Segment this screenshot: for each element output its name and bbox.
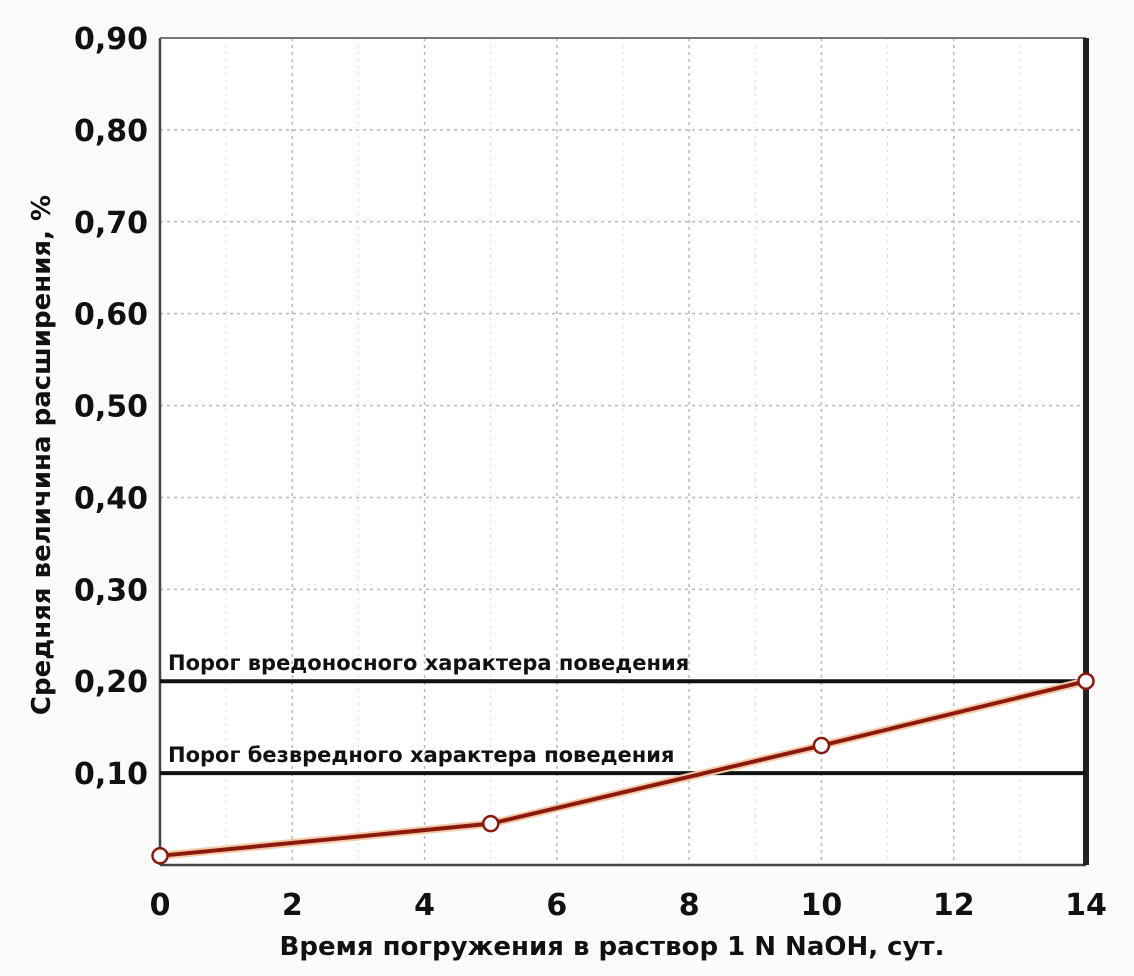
data-point <box>151 847 169 865</box>
data-point <box>1077 672 1095 690</box>
x-tick-label: 8 <box>679 888 700 923</box>
x-axis-ticks: 0 2 4 6 8 10 12 14 <box>150 888 1107 923</box>
y-tick-label: 0,60 <box>74 298 148 333</box>
series-line <box>158 679 1088 858</box>
plot-frame <box>158 37 1089 867</box>
grid <box>160 38 1086 865</box>
x-tick-label: 14 <box>1065 888 1107 923</box>
data-point <box>481 814 500 833</box>
x-tick-label: 10 <box>801 888 843 923</box>
y-tick-label: 0,10 <box>74 757 148 792</box>
x-tick-label: 0 <box>150 888 171 923</box>
data-series <box>151 672 1095 865</box>
y-tick-label: 0,20 <box>74 665 148 700</box>
y-tick-label: 0,40 <box>74 481 148 516</box>
data-point <box>812 736 831 755</box>
x-tick-label: 4 <box>414 888 435 923</box>
y-axis-ticks: 0,10 0,20 0,30 0,40 0,50 0,60 0,70 0,80 0,90 <box>74 22 148 792</box>
x-tick-label: 2 <box>282 888 303 923</box>
y-tick-label: 0,30 <box>74 573 148 608</box>
x-tick-label: 6 <box>546 888 567 923</box>
threshold-label: Порог вредоносного характера поведения <box>168 651 689 675</box>
x-tick-label: 12 <box>933 888 975 923</box>
x-axis-title: Время погружения в раствор 1 N NaOH, сут… <box>280 932 945 962</box>
y-tick-label: 0,80 <box>74 114 148 149</box>
y-tick-label: 0,70 <box>74 206 148 241</box>
y-tick-label: 0,90 <box>74 22 148 57</box>
threshold-lines: Порог вредоносного характера поведения По… <box>160 651 1086 776</box>
threshold-label: Порог безвредного характера поведения <box>168 743 675 767</box>
y-axis-title: Средняя величина расширения, % <box>27 195 57 715</box>
y-tick-label: 0,50 <box>74 390 148 425</box>
